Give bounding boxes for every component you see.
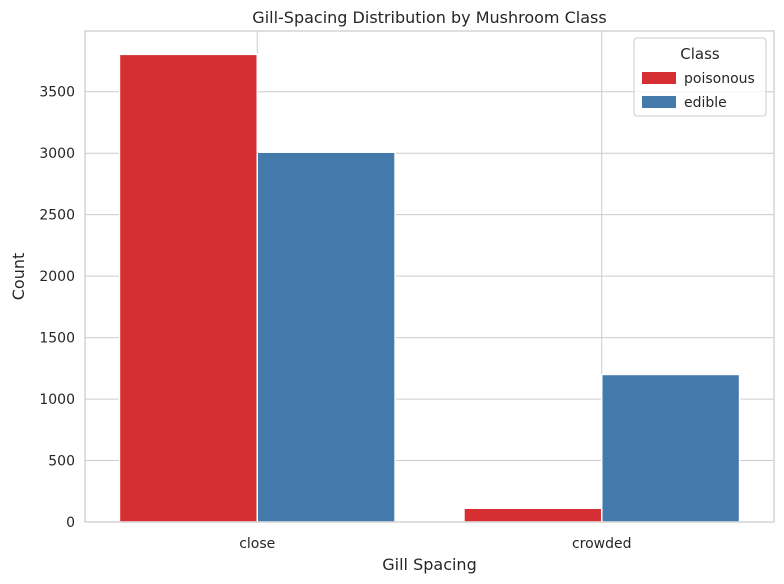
bar-poisonous-close — [118, 53, 258, 523]
y-tick-label: 1000 — [39, 392, 75, 408]
chart-title: Gill-Spacing Distribution by Mushroom Cl… — [252, 8, 606, 27]
legend-label-edible: edible — [684, 95, 727, 111]
x-tick-labels: close crowded — [239, 536, 631, 552]
bar-edible-crowded — [601, 373, 741, 523]
legend-label-poisonous: poisonous — [684, 71, 755, 87]
legend-title: Class — [680, 45, 720, 63]
y-tick-label: 2000 — [39, 269, 75, 285]
y-tick-label: 3000 — [39, 146, 75, 162]
legend: Class poisonous edible — [633, 37, 767, 117]
legend-swatch-edible — [642, 96, 676, 108]
bar-poisonous-crowded — [463, 507, 603, 523]
y-tick-labels: 0 500 1000 1500 2000 2500 3000 3500 — [39, 85, 75, 531]
x-tick-label: crowded — [572, 536, 632, 552]
bars — [118, 53, 741, 523]
y-tick-label: 3500 — [39, 85, 75, 101]
y-tick-label: 500 — [48, 454, 75, 470]
y-tick-label: 0 — [66, 515, 75, 531]
x-axis-label: Gill Spacing — [382, 555, 476, 574]
legend-items: poisonous edible — [642, 71, 755, 111]
y-tick-label: 2500 — [39, 208, 75, 224]
legend-swatch-poisonous — [642, 72, 676, 84]
x-tick-label: close — [239, 536, 275, 552]
y-axis-label: Count — [9, 253, 28, 301]
y-tick-label: 1500 — [39, 331, 75, 347]
bar-edible-close — [256, 151, 396, 523]
plot-frame — [84, 30, 775, 523]
